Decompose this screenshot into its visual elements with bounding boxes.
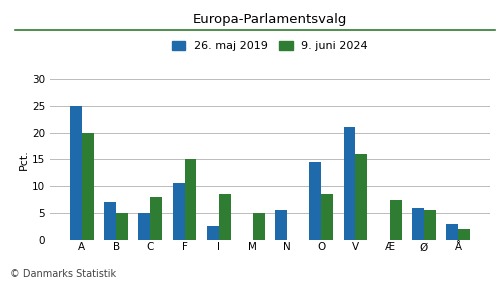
Y-axis label: Pct.: Pct. (19, 149, 29, 170)
Bar (218, 194, 230, 240)
Bar (253, 213, 265, 240)
Bar (150, 197, 162, 240)
Bar (390, 200, 402, 240)
Bar (82, 133, 94, 240)
Bar (356, 154, 368, 240)
Bar (310, 162, 322, 240)
Bar (344, 127, 355, 240)
Bar (70, 106, 82, 240)
Bar (412, 208, 424, 240)
Bar (104, 202, 116, 240)
Bar (172, 184, 184, 240)
Bar (275, 210, 287, 240)
Bar (184, 159, 196, 240)
Bar (116, 213, 128, 240)
Bar (446, 224, 458, 240)
Bar (424, 210, 436, 240)
Bar (322, 194, 333, 240)
Bar (207, 226, 218, 240)
Bar (458, 229, 470, 240)
Legend: 26. maj 2019, 9. juni 2024: 26. maj 2019, 9. juni 2024 (172, 41, 368, 51)
Text: Europa-Parlamentsvalg: Europa-Parlamentsvalg (193, 13, 347, 26)
Bar (138, 213, 150, 240)
Text: © Danmarks Statistik: © Danmarks Statistik (10, 269, 116, 279)
